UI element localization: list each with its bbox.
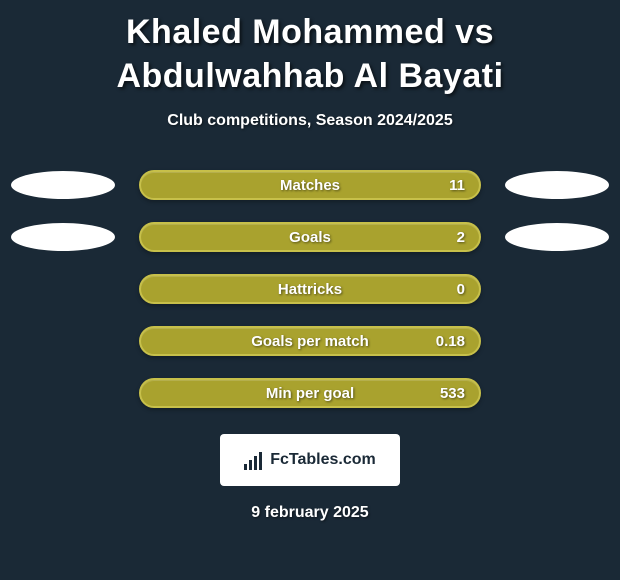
bar-chart-icon bbox=[244, 450, 264, 470]
stat-label: Matches bbox=[280, 177, 340, 194]
stat-pill: Goals per match 0.18 bbox=[139, 326, 481, 356]
stat-value: 533 bbox=[440, 385, 465, 402]
date-label: 9 february 2025 bbox=[0, 504, 620, 522]
subtitle: Club competitions, Season 2024/2025 bbox=[0, 112, 620, 130]
stat-pill: Goals 2 bbox=[139, 222, 481, 252]
right-oval bbox=[505, 223, 609, 251]
logo-text: FcTables.com bbox=[270, 451, 376, 469]
left-oval bbox=[11, 171, 115, 199]
left-oval bbox=[11, 223, 115, 251]
stat-row: Min per goal 533 bbox=[0, 378, 620, 408]
stat-row: Goals 2 bbox=[0, 222, 620, 252]
stat-value: 11 bbox=[449, 177, 465, 194]
stat-pill: Matches 11 bbox=[139, 170, 481, 200]
stats-rows: Matches 11 Goals 2 Hattricks 0 Goals per match… bbox=[0, 170, 620, 408]
stat-row: Matches 11 bbox=[0, 170, 620, 200]
stat-pill: Hattricks 0 bbox=[139, 274, 481, 304]
stat-value: 0.18 bbox=[436, 333, 465, 350]
stat-row: Hattricks 0 bbox=[0, 274, 620, 304]
stat-pill: Min per goal 533 bbox=[139, 378, 481, 408]
right-oval bbox=[505, 171, 609, 199]
stat-label: Goals bbox=[289, 229, 331, 246]
stat-label: Goals per match bbox=[251, 333, 369, 350]
stat-label: Hattricks bbox=[278, 281, 342, 298]
stat-row: Goals per match 0.18 bbox=[0, 326, 620, 356]
page-title: Khaled Mohammed vs Abdulwahhab Al Bayati bbox=[0, 0, 620, 98]
logo-box: FcTables.com bbox=[220, 434, 400, 486]
stat-value: 0 bbox=[457, 281, 465, 298]
stat-value: 2 bbox=[457, 229, 465, 246]
stat-label: Min per goal bbox=[266, 385, 354, 402]
